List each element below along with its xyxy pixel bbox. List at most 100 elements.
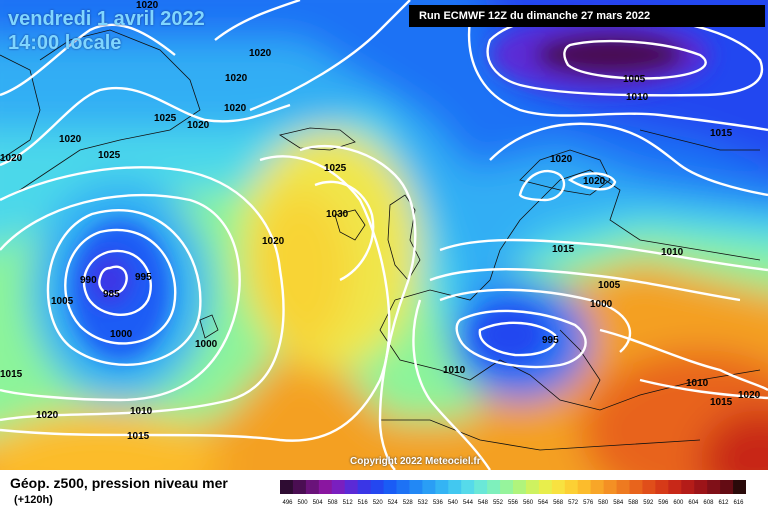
legend-title: Géop. z500, pression niveau mer [10,475,228,491]
scale-tick-label: 556 [508,500,519,506]
copyright-notice: Copyright 2022 Meteociel.fr [350,456,481,467]
scale-tick-label: 524 [388,500,399,506]
contour-label: 1015 [710,128,733,139]
scale-tick-label: 584 [613,500,624,506]
scale-tick-label: 508 [328,500,339,506]
scale-swatch [655,480,669,494]
model-run-label: Run ECMWF 12Z du dimanche 27 mars 2022 [409,5,765,27]
scale-tick-label: 616 [733,500,744,506]
contour-label: 1015 [710,397,733,408]
scale-swatch [344,480,359,494]
scale-tick-label: 568 [553,500,564,506]
contour-label: 1020 [136,0,159,11]
contour-label: 985 [103,289,120,300]
forecast-time: 14:00 locale [8,32,122,54]
scale-swatch [305,480,320,494]
scale-swatch [280,480,294,494]
coastlines [0,29,761,451]
contour-label: 1020 [249,48,272,59]
scale-tick-label: 516 [358,500,369,506]
scale-swatch [474,480,488,494]
contour-label: 1010 [626,92,649,103]
scale-swatch [525,480,540,494]
contour-label: 1020 [59,134,82,145]
scale-swatch [318,480,333,494]
contour-label: 1015 [552,244,575,255]
contour-label: 1000 [110,329,133,340]
contour-label: 1020 [224,103,247,114]
scale-swatch [551,480,566,494]
scale-swatch [435,480,449,494]
scale-tick-label: 588 [628,500,639,506]
scale-swatch [500,480,514,494]
contour-label: 1020 [550,154,573,165]
contour-label: 1025 [154,113,177,124]
contour-label: 1010 [443,365,466,376]
contour-label: 1020 [0,153,23,164]
scale-swatch [629,480,643,494]
scale-tick-label: 548 [478,500,489,506]
contour-label: 990 [80,275,97,286]
scale-swatch [681,480,695,494]
scale-tick-label: 504 [313,500,324,506]
scale-swatch [668,480,682,494]
contour-label: 1005 [598,280,621,291]
scale-swatch [564,480,579,494]
scale-swatch [720,480,734,494]
scale-tick-label: 536 [433,500,444,506]
scale-tick-label: 600 [673,500,684,506]
scale-tick-label: 560 [523,500,534,506]
scale-swatch [448,480,462,494]
color-scale: 496 500 504 508 512 516 520 524 528 532 536 540 544 5… [280,480,746,506]
contour-label: 1020 [225,73,248,84]
scale-tick-label: 612 [718,500,729,506]
scale-swatch [409,480,423,494]
scale-swatch [707,480,721,494]
contour-label: 1020 [738,390,761,401]
contour-label: 1010 [661,247,684,258]
contour-label: 1015 [127,431,150,442]
scale-tick-label: 540 [448,500,459,506]
scale-tick-label: 604 [688,500,699,506]
scale-swatch [616,480,630,494]
scale-swatch [357,480,372,494]
contour-label: 1015 [0,369,23,380]
scale-swatch [331,480,346,494]
scale-swatch [383,480,397,494]
scale-tick-label: 528 [403,500,414,506]
contour-label: 1010 [130,406,153,417]
scale-swatch [370,480,385,494]
geopotential-map: 1020 1020 1020 1020 1025 1020 1020 1025 … [0,0,768,470]
contour-label: 1000 [590,299,613,310]
contour-label: 1020 [187,120,210,131]
scale-tick-label: 512 [343,500,354,506]
legend-subtitle: (+120h) [14,494,53,506]
scale-tick-label: 496 [283,500,294,506]
contour-label: 1020 [36,410,59,421]
scale-tick-label: 572 [568,500,579,506]
scale-tick-label: 552 [493,500,504,506]
contour-label: 1010 [686,378,709,389]
scale-swatch [603,480,618,494]
scale-swatch [292,480,307,494]
contour-label: 1020 [583,176,606,187]
scale-swatch [733,480,746,494]
scale-swatch [513,480,527,494]
scale-tick-label: 596 [658,500,669,506]
scale-tick-label: 520 [373,500,384,506]
scale-swatch [422,480,436,494]
scale-swatch [577,480,592,494]
contour-label: 1025 [98,150,121,161]
forecast-date: vendredi 1 avril 2022 [8,8,205,30]
scale-tick-label: 592 [643,500,654,506]
scale-tick-label: 564 [538,500,549,506]
scale-tick-label: 580 [598,500,609,506]
scale-swatch [487,480,501,494]
scale-swatch [396,480,410,494]
scale-swatch [461,480,475,494]
scale-tick-label: 576 [583,500,594,506]
scale-swatch [642,480,656,494]
contour-label: 1030 [326,209,349,220]
scale-tick-label: 532 [418,500,429,506]
